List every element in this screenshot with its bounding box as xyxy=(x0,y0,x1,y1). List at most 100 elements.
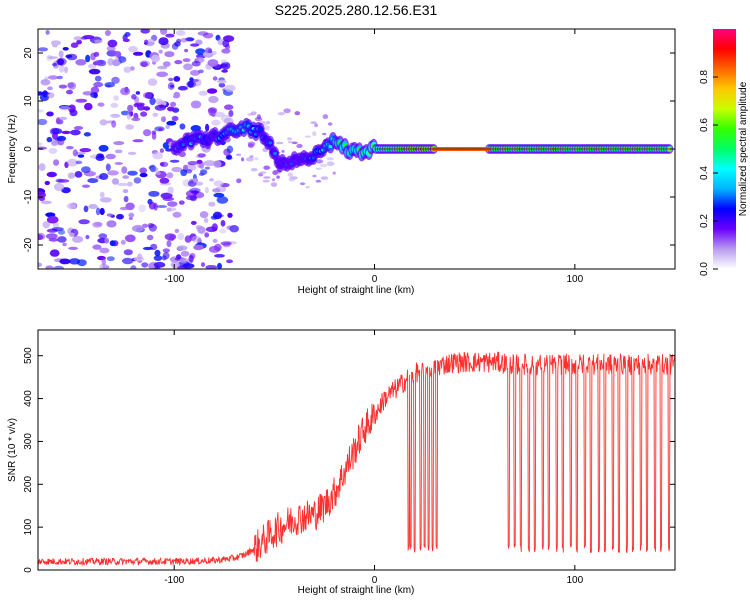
noise-blob xyxy=(187,161,198,166)
noise-blob xyxy=(57,236,67,243)
noise-blob xyxy=(154,249,161,257)
noise-blob xyxy=(245,157,254,162)
noise-blob xyxy=(176,245,188,251)
noise-blob xyxy=(49,249,60,257)
y-tick-label: 100 xyxy=(23,518,34,535)
noise-blob xyxy=(314,123,318,128)
noise-blob xyxy=(247,141,256,147)
noise-blob xyxy=(155,171,161,176)
noise-blob xyxy=(170,261,181,269)
figure-title: S225.2025.280.12.56.E31 xyxy=(275,2,438,18)
noise-blob xyxy=(58,84,68,89)
noise-blob xyxy=(46,136,53,143)
snr-ticks: -100 0 100 0 100 200 300 400 500 xyxy=(23,330,675,586)
noise-blob xyxy=(191,60,201,67)
colorbar-tick-label: 0.8 xyxy=(699,70,710,84)
noise-blob xyxy=(138,204,146,213)
noise-blob xyxy=(39,94,50,102)
noise-blob xyxy=(46,215,59,224)
noise-blob xyxy=(211,119,221,126)
noise-blob xyxy=(299,182,306,186)
noise-blob xyxy=(226,225,235,230)
y-tick-label: 400 xyxy=(23,390,34,407)
noise-blob xyxy=(161,255,167,261)
colorbar-label: Normalized spectral amplitude xyxy=(738,81,749,216)
noise-blob xyxy=(288,140,292,144)
noise-blob xyxy=(178,200,185,205)
y-tick-label: 300 xyxy=(23,433,34,450)
noise-blob xyxy=(116,213,124,220)
noise-blob xyxy=(75,160,83,165)
noise-blob xyxy=(164,233,177,241)
y-tick-label: 500 xyxy=(23,347,34,364)
noise-blob xyxy=(107,58,114,66)
noise-blob xyxy=(262,179,270,183)
noise-blob xyxy=(56,57,67,66)
noise-blob xyxy=(56,75,63,80)
noise-blob xyxy=(38,142,43,146)
noise-blob xyxy=(224,104,234,110)
noise-blob xyxy=(112,50,121,57)
noise-blob xyxy=(191,235,202,243)
noise-blob xyxy=(131,94,137,100)
noise-blob xyxy=(291,141,298,145)
noise-blob xyxy=(122,257,134,265)
noise-blob xyxy=(277,112,285,116)
noise-blob xyxy=(83,205,89,213)
noise-blob xyxy=(172,211,182,218)
noise-blob xyxy=(51,227,64,232)
noise-blob xyxy=(69,258,81,265)
noise-blob xyxy=(107,39,118,48)
noise-blob xyxy=(220,241,232,246)
noise-blob xyxy=(114,149,123,154)
noise-blob xyxy=(153,255,163,261)
noise-blob xyxy=(152,112,159,117)
noise-blob xyxy=(38,234,44,241)
colorbar: 0.0 0.2 0.4 0.6 0.8 Normalized spectral ampl… xyxy=(699,29,749,276)
noise-blob xyxy=(139,167,147,174)
noise-blob xyxy=(109,240,116,247)
noise-blob xyxy=(151,132,157,140)
noise-blob xyxy=(143,106,151,111)
noise-blob xyxy=(259,120,265,124)
noise-blob xyxy=(271,178,276,182)
noise-blob xyxy=(104,82,115,88)
noise-blob xyxy=(184,235,192,243)
noise-blob xyxy=(220,63,228,68)
noise-blob xyxy=(99,191,105,198)
noise-blob xyxy=(190,79,199,82)
x-tick-label: -100 xyxy=(164,274,184,285)
noise-blob xyxy=(137,253,143,260)
noise-blob xyxy=(90,86,100,94)
noise-blob xyxy=(122,38,130,42)
noise-blob xyxy=(118,56,127,63)
noise-blob xyxy=(148,190,160,197)
noise-blob xyxy=(110,113,121,118)
noise-blob xyxy=(162,142,170,150)
noise-blob xyxy=(132,51,144,56)
noise-blob xyxy=(126,112,131,120)
noise-blob xyxy=(214,111,225,118)
noise-blob xyxy=(212,211,223,220)
noise-blob xyxy=(152,152,164,160)
noise-blob xyxy=(140,29,150,34)
noise-blob xyxy=(177,265,187,269)
noise-blob xyxy=(111,178,120,185)
noise-blob xyxy=(176,254,182,260)
noise-blob xyxy=(66,89,73,95)
noise-blob xyxy=(53,183,65,191)
noise-blob xyxy=(250,111,257,116)
noise-blob xyxy=(99,197,112,203)
ridge-core xyxy=(328,144,333,149)
noise-blob xyxy=(184,48,189,53)
noise-blob xyxy=(79,148,92,153)
snr-marks xyxy=(38,351,675,567)
noise-blob xyxy=(125,202,135,211)
noise-blob xyxy=(205,47,212,53)
noise-blob xyxy=(190,69,200,76)
noise-blob xyxy=(180,250,190,257)
noise-blob xyxy=(326,157,334,161)
noise-blob xyxy=(294,111,301,116)
noise-blob xyxy=(158,49,163,54)
